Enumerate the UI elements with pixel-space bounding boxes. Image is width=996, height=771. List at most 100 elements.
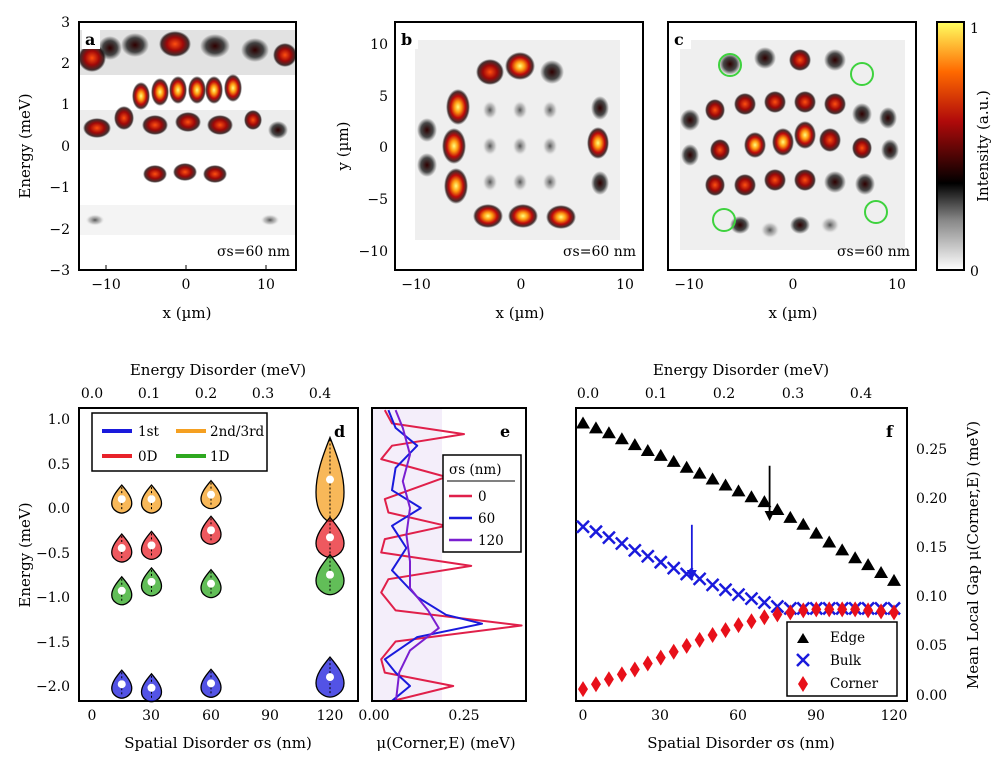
panel-d-top-xticks: 0.0 0.1 0.2 0.3 0.4 [81,386,331,402]
panel-e-legend-title: σs (nm) [449,462,501,478]
panel-e-xtick: 0.00 [358,708,389,724]
violin-median-point [117,495,126,504]
bulk-point [589,524,603,539]
bulk-point [744,591,759,606]
bulk-point [757,595,772,610]
panel-c-xtick: 0 [789,277,798,293]
legend-item-edge: Edge [830,630,865,646]
panel-c-corner-markers [712,53,888,232]
panel-b-ylabel: y (µm) [334,122,352,172]
panel-a-xtick: 0 [182,277,191,293]
panel-a-annotation: σs=60 nm [217,244,290,260]
legend-item-0d: 0D [138,449,158,465]
panel-d-top-xtick: 0.0 [81,386,103,402]
panel-a: −10 0 10 3 2 1 0 −1 −2 −3 x (µm) Energy … [16,15,297,322]
violin-median-point [207,679,215,688]
bulk-point [731,587,746,602]
panel-c-xtick: 10 [888,277,906,293]
panel-f-top-xtick: 0.1 [645,386,667,402]
edge-point [692,466,707,479]
bulk-point [692,572,707,586]
panel-d-xtick: 90 [261,708,279,724]
panel-f-ylabel: Mean Local Gap μ(Corner,E) (meV) [964,421,982,689]
edge-point [705,472,720,485]
panel-e-label: e [500,422,510,441]
colorbar-gradient [936,21,965,271]
panel-f-xticks: 0 30 60 90 120 [579,708,908,724]
panel-f: 0 30 60 90 120 0.0 0.1 0.2 0.3 0.4 0.25 … [575,361,982,752]
bulk-point [614,536,629,551]
corner-point [681,637,692,654]
edge-point [653,448,668,461]
panel-b-heatmap [415,40,620,240]
corner-point [694,631,705,648]
panel-f-ytick: 0.25 [916,442,947,458]
edge-point [627,438,642,451]
edge-point [887,573,901,586]
panel-f-top-xtick: 0.2 [713,386,735,402]
violin-median-point [326,673,334,682]
violin-median-point [147,541,156,550]
panel-b-xlabel: x (µm) [496,304,545,322]
corner-point [733,617,744,634]
panel-d-ytick: −2.0 [36,679,70,695]
panel-a-ylabel: Energy (meV) [16,93,34,198]
edge-point [640,444,655,456]
panel-f-xtick: 0 [579,708,588,724]
panel-f-top-xlabel: Energy Disorder (meV) [653,361,829,379]
corner-point [863,602,874,619]
panel-b-xtick: 0 [517,277,526,293]
panel-e: 0.00 0.25 μ(Corner,E) (meV) e σs (nm) 0 … [358,407,527,752]
violin-median-point [147,495,156,504]
panel-d-xtick: 120 [317,708,344,724]
panel-d-top-xtick: 0.4 [309,386,331,402]
colorbar-tick: 1 [970,21,979,37]
panel-e-legend-item: 0 [478,489,487,505]
corner-marker-circle [850,62,874,86]
panel-f-ytick: 0.05 [916,638,947,654]
panel-a-ytick: 2 [61,56,70,72]
panel-d-top-xtick: 0.2 [195,386,217,402]
panel-e-series-line [380,409,523,701]
panel-f-top-xticks: 0.0 0.1 0.2 0.3 0.4 [577,386,872,402]
panel-b: −10 0 10 10 5 0 −5 −10 x (µm) y (µm) b σ… [334,21,644,322]
panel-d: 0 30 60 90 120 0.0 0.1 0.2 0.3 0.4 1.0 0… [16,361,359,752]
panel-d-ytick: −0.5 [36,546,70,562]
violin-median-point [147,683,156,692]
panel-b-yticks: 10 5 0 −5 −10 [358,37,388,260]
panel-a-ytick: 0 [61,139,70,155]
violin-median-point [326,570,334,579]
violin-median-point [117,586,126,595]
violin-median-point [117,544,126,553]
corner-point [772,606,783,623]
edge-point [757,495,772,508]
edge-point [848,551,863,564]
panel-d-legend: 1st 2nd/3rd 0D 1D [91,412,268,472]
corner-point [837,601,848,618]
panel-a-ytick: 3 [61,15,70,31]
panel-b-ytick: 5 [379,89,388,105]
colorbar-label: Intensity (a.u.) [974,90,992,202]
panel-b-ytick: 0 [379,140,388,156]
panel-a-ytick: −2 [49,222,70,238]
edge-point [861,558,876,571]
corner-point [668,643,679,660]
edge-point [822,535,837,548]
panel-c-annotation: σs=60 nm [837,244,910,260]
panel-d-top-xtick: 0.3 [252,386,274,402]
bulk-point [640,549,655,564]
panel-d-ytick: −1.0 [36,590,70,606]
edge-point [718,478,733,491]
panel-d-xtick: 0 [88,708,97,724]
panel-e-legend: σs (nm) 0 60 120 [442,454,522,553]
panel-b-ytick: −10 [358,244,388,260]
corner-marker-circle [712,208,736,232]
panel-c-label: c [674,30,684,49]
legend-item-2nd-3rd: 2nd/3rd [210,424,265,440]
panel-f-xtick: 120 [881,708,908,724]
panel-d-xlabel: Spatial Disorder σs (nm) [124,734,312,752]
panel-e-lines [380,409,523,701]
panel-d-label: d [334,422,345,441]
panel-d-ytick: 1.0 [48,412,70,428]
